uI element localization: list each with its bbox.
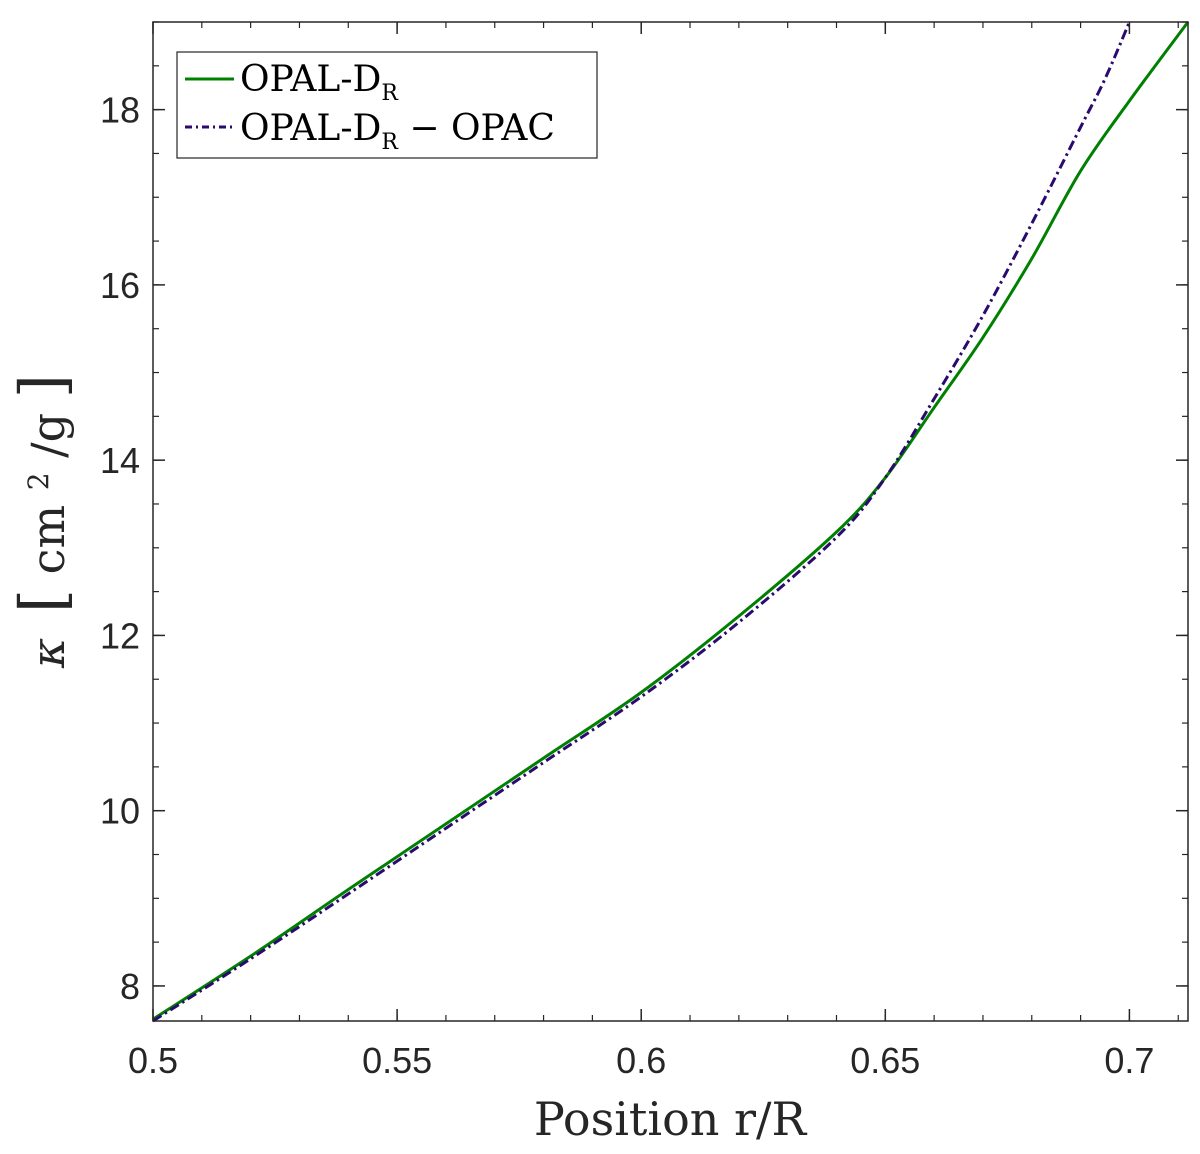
x-tick-labels: 0.5 0.55 0.6 0.65 0.7	[128, 1040, 1154, 1081]
y-tick-labels: 8 10 12 14 16 18	[100, 90, 140, 1007]
y-tick-label: 8	[120, 966, 140, 1007]
series-layer	[152, 21, 1190, 1023]
y-axis-bracket-close: ]	[6, 374, 79, 398]
svg-text:κ [ cm 2: κ [ cm 2 /g ]	[6, 374, 79, 669]
y-tick-label: 16	[100, 265, 140, 306]
y-axis-unit-tail: /g	[21, 413, 75, 458]
y-axis-unit-exp: 2	[22, 472, 55, 490]
x-axis-label: Position r/R	[534, 1092, 808, 1146]
series-line-0	[152, 21, 1190, 1021]
y-axis-bracket-open: [	[6, 589, 79, 613]
plot-background	[153, 22, 1188, 1021]
x-tick-label: 0.65	[850, 1040, 920, 1081]
legend-entry-opal: OPAL-DR	[240, 59, 399, 106]
legend-entry-opal-opac: OPAL-DR − OPAC	[240, 108, 555, 155]
y-tick-label: 12	[100, 615, 140, 656]
y-axis-symbol: κ	[21, 638, 75, 669]
x-tick-label: 0.6	[616, 1040, 666, 1081]
plot-frame	[152, 21, 1189, 1022]
y-tick-label: 14	[100, 440, 140, 481]
y-tick-label: 10	[100, 791, 140, 832]
y-axis-unit-base: cm	[21, 505, 75, 574]
series-line-1	[152, 21, 1131, 1023]
x-tick-label: 0.55	[362, 1040, 432, 1081]
x-tick-label: 0.5	[128, 1040, 178, 1081]
y-tick-label: 18	[100, 90, 140, 131]
legend-box	[176, 51, 598, 159]
legend: OPAL-DR OPAL-DR − OPAC	[176, 51, 598, 159]
x-tick-label: 0.7	[1104, 1040, 1154, 1081]
y-axis-label: κ [ cm 2 /g ]	[6, 374, 79, 669]
